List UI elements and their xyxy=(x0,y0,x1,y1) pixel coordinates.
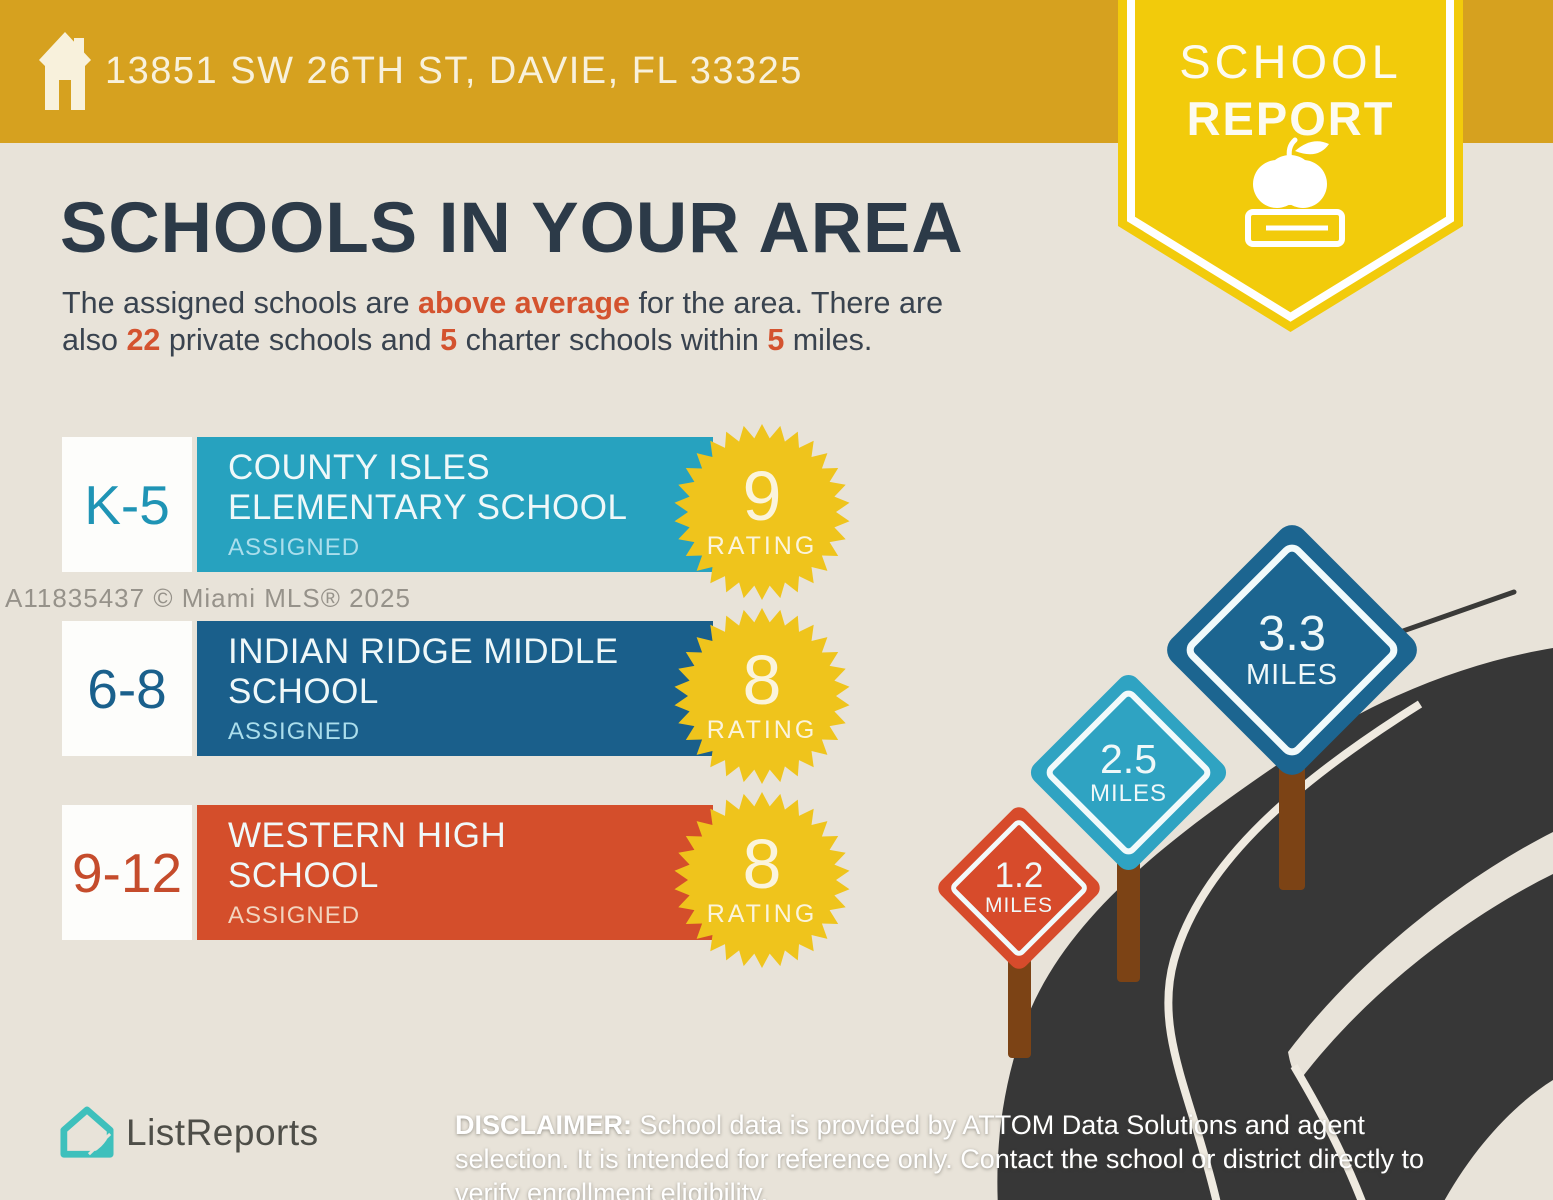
pennant-shape xyxy=(1118,0,1463,332)
road-edge-line xyxy=(1290,1063,1366,1200)
apple-book-icon xyxy=(1245,137,1345,247)
grade-range-box: 9-12 xyxy=(62,805,192,940)
intro-line-1: The assigned schools are above average f… xyxy=(62,286,944,320)
badge-title-line2: REPORT xyxy=(1186,92,1395,145)
rating-value: 9 xyxy=(742,456,782,535)
disclaimer-body: School data is provided by ATTOM Data So… xyxy=(455,1110,1424,1200)
starburst-shape xyxy=(674,792,850,968)
sign-post xyxy=(1279,765,1305,890)
school-name-line1: INDIAN RIDGE MIDDLE xyxy=(228,631,619,671)
distance-sign-elementary: 1.2 MILES xyxy=(934,803,1104,973)
grade-range-box: 6-8 xyxy=(62,621,192,756)
rating-label: RATING xyxy=(706,899,818,928)
disclaimer-text: DISCLAIMER: School data is provided by A… xyxy=(455,1108,1470,1200)
distance-value: 3.3 xyxy=(1257,606,1327,661)
listreports-logo: ListReports xyxy=(60,1106,319,1160)
school-name-line2: ELEMENTARY SCHOOL xyxy=(228,487,628,527)
school-name-line1: WESTERN HIGH xyxy=(228,815,507,855)
listreports-house-icon xyxy=(60,1106,114,1158)
school-name-line1: COUNTY ISLES xyxy=(228,447,491,487)
intro-text: The assigned schools are above average f… xyxy=(62,285,943,359)
school-bar: INDIAN RIDGE MIDDLE SCHOOL ASSIGNED xyxy=(197,621,713,756)
sign-post xyxy=(1117,860,1140,982)
school-bar: WESTERN HIGH SCHOOL ASSIGNED xyxy=(197,805,713,940)
school-row-high: 9-12 WESTERN HIGH SCHOOL ASSIGNED 8 RATI… xyxy=(62,792,862,968)
assigned-label: ASSIGNED xyxy=(228,717,361,745)
disclaimer-label: DISCLAIMER: xyxy=(455,1110,632,1140)
distance-value: 1.2 xyxy=(994,856,1044,895)
grade-range: K-5 xyxy=(84,473,170,536)
distance-sign-high: 3.3 MILES xyxy=(1160,518,1424,782)
road-center-line xyxy=(1164,700,1423,1200)
school-row-elementary: K-5 COUNTY ISLES ELEMENTARY SCHOOL ASSIG… xyxy=(62,424,862,600)
rating-label: RATING xyxy=(706,531,818,560)
mls-watermark: A11835437 © Miami MLS® 2025 xyxy=(5,583,411,613)
rating-starburst: 8 RATING xyxy=(667,785,857,975)
distance-unit: MILES xyxy=(1089,779,1168,807)
school-name-line2: SCHOOL xyxy=(228,671,379,711)
sign-post xyxy=(1008,958,1031,1058)
rating-label: RATING xyxy=(706,715,818,744)
badge-title-line1: SCHOOL xyxy=(1179,35,1402,88)
rating-value: 8 xyxy=(742,640,782,719)
school-bar: COUNTY ISLES ELEMENTARY SCHOOL ASSIGNED xyxy=(197,437,713,572)
grade-range-box: K-5 xyxy=(62,437,192,572)
starburst-shape xyxy=(674,424,850,600)
listreports-wordmark: ListReports xyxy=(126,1112,319,1153)
rating-value: 8 xyxy=(742,824,782,903)
rating-starburst: 8 RATING xyxy=(667,601,857,791)
distance-unit: MILES xyxy=(1245,658,1339,691)
road-edge-wedge xyxy=(1288,832,1553,1080)
road-corner-cutout xyxy=(1444,1080,1553,1200)
distance-sign-middle: 2.5 MILES xyxy=(1025,669,1232,876)
school-report-badge: SCHOOL REPORT xyxy=(1118,0,1463,335)
intro-line-2: also 22 private schools and 5 charter sc… xyxy=(62,323,873,357)
assigned-label: ASSIGNED xyxy=(228,901,361,929)
home-icon xyxy=(39,32,91,110)
school-row-middle: 6-8 INDIAN RIDGE MIDDLE SCHOOL ASSIGNED … xyxy=(62,608,862,784)
property-address: 13851 SW 26TH ST, DAVIE, FL 33325 xyxy=(105,50,803,92)
page-title: SCHOOLS IN YOUR AREA xyxy=(60,189,964,268)
road-surface xyxy=(997,648,1553,1200)
distance-value: 2.5 xyxy=(1100,735,1157,782)
grade-range: 6-8 xyxy=(87,657,167,720)
starburst-shape xyxy=(674,608,850,784)
grade-range: 9-12 xyxy=(71,841,183,904)
rating-starburst: 9 RATING xyxy=(667,417,857,607)
distance-unit: MILES xyxy=(984,894,1054,917)
school-name-line2: SCHOOL xyxy=(228,855,379,895)
assigned-label: ASSIGNED xyxy=(228,533,361,561)
